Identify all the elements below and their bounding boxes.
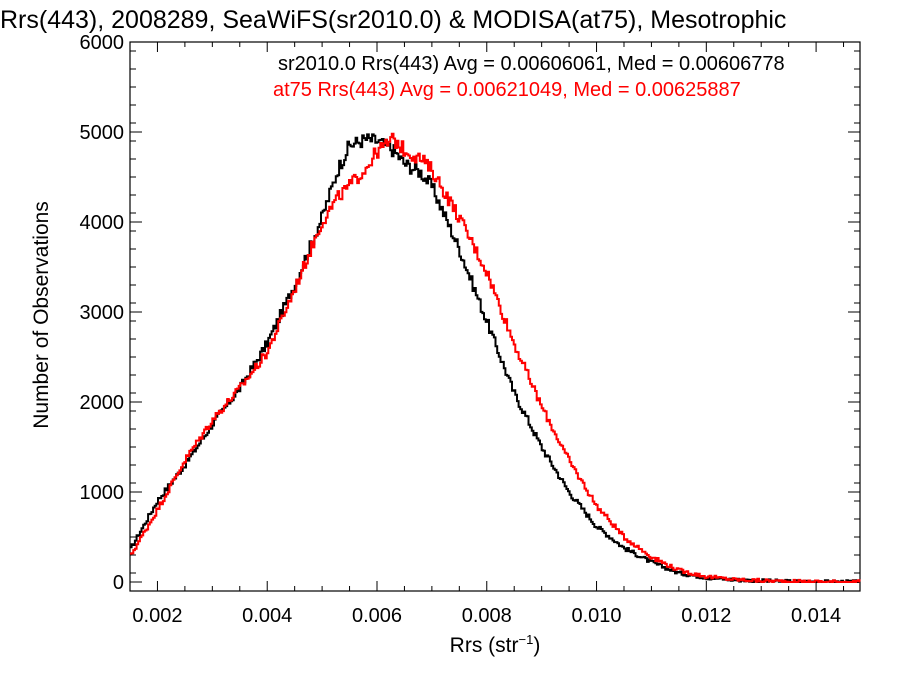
series-line-sr2010.0: [130, 133, 861, 583]
y-tick-label: 5000: [80, 122, 125, 144]
y-tick-label: 0: [113, 572, 124, 594]
x-axis-label-superscript: −1: [519, 632, 534, 647]
y-tick-label: 2000: [80, 392, 125, 414]
series-layer: [130, 132, 861, 583]
legend: sr2010.0 Rrs(443) Avg = 0.00606061, Med …: [273, 53, 785, 101]
y-tick-label: 1000: [80, 482, 125, 504]
y-tick-label: 3000: [80, 302, 125, 324]
x-axis: 0.002 0.004 0.006 0.008 0.010 0.012 0.014: [129, 42, 845, 627]
chart-title: Rrs(443), 2008289, SeaWiFS(sr2010.0) & M…: [0, 6, 786, 34]
series-line-at75: [130, 132, 861, 583]
y-axis-label: Number of Observations: [30, 201, 53, 429]
x-tick-label: 0.010: [572, 605, 622, 627]
y-tick-label: 6000: [80, 32, 125, 54]
y-axis: 0 1000 2000 3000 4000 5000 6000: [80, 32, 860, 594]
x-tick-label: 0.002: [132, 605, 182, 627]
x-tick-label: 0.014: [791, 605, 841, 627]
x-tick-label: 0.004: [242, 605, 292, 627]
y-tick-label: 4000: [80, 212, 125, 234]
legend-entry-at75: at75 Rrs(443) Avg = 0.00621049, Med = 0.…: [273, 79, 741, 101]
x-tick-label: 0.008: [462, 605, 512, 627]
x-axis-label-main: Rrs (str: [450, 634, 519, 657]
plot-frame: [129, 41, 861, 592]
plot-border: [129, 41, 861, 592]
x-tick-label: 0.006: [352, 605, 402, 627]
x-axis-label: Rrs (str−1): [450, 632, 541, 657]
x-axis-label-close: ): [533, 634, 540, 657]
x-tick-label: 0.012: [681, 605, 731, 627]
legend-entry-sr2010: sr2010.0 Rrs(443) Avg = 0.00606061, Med …: [278, 53, 785, 75]
